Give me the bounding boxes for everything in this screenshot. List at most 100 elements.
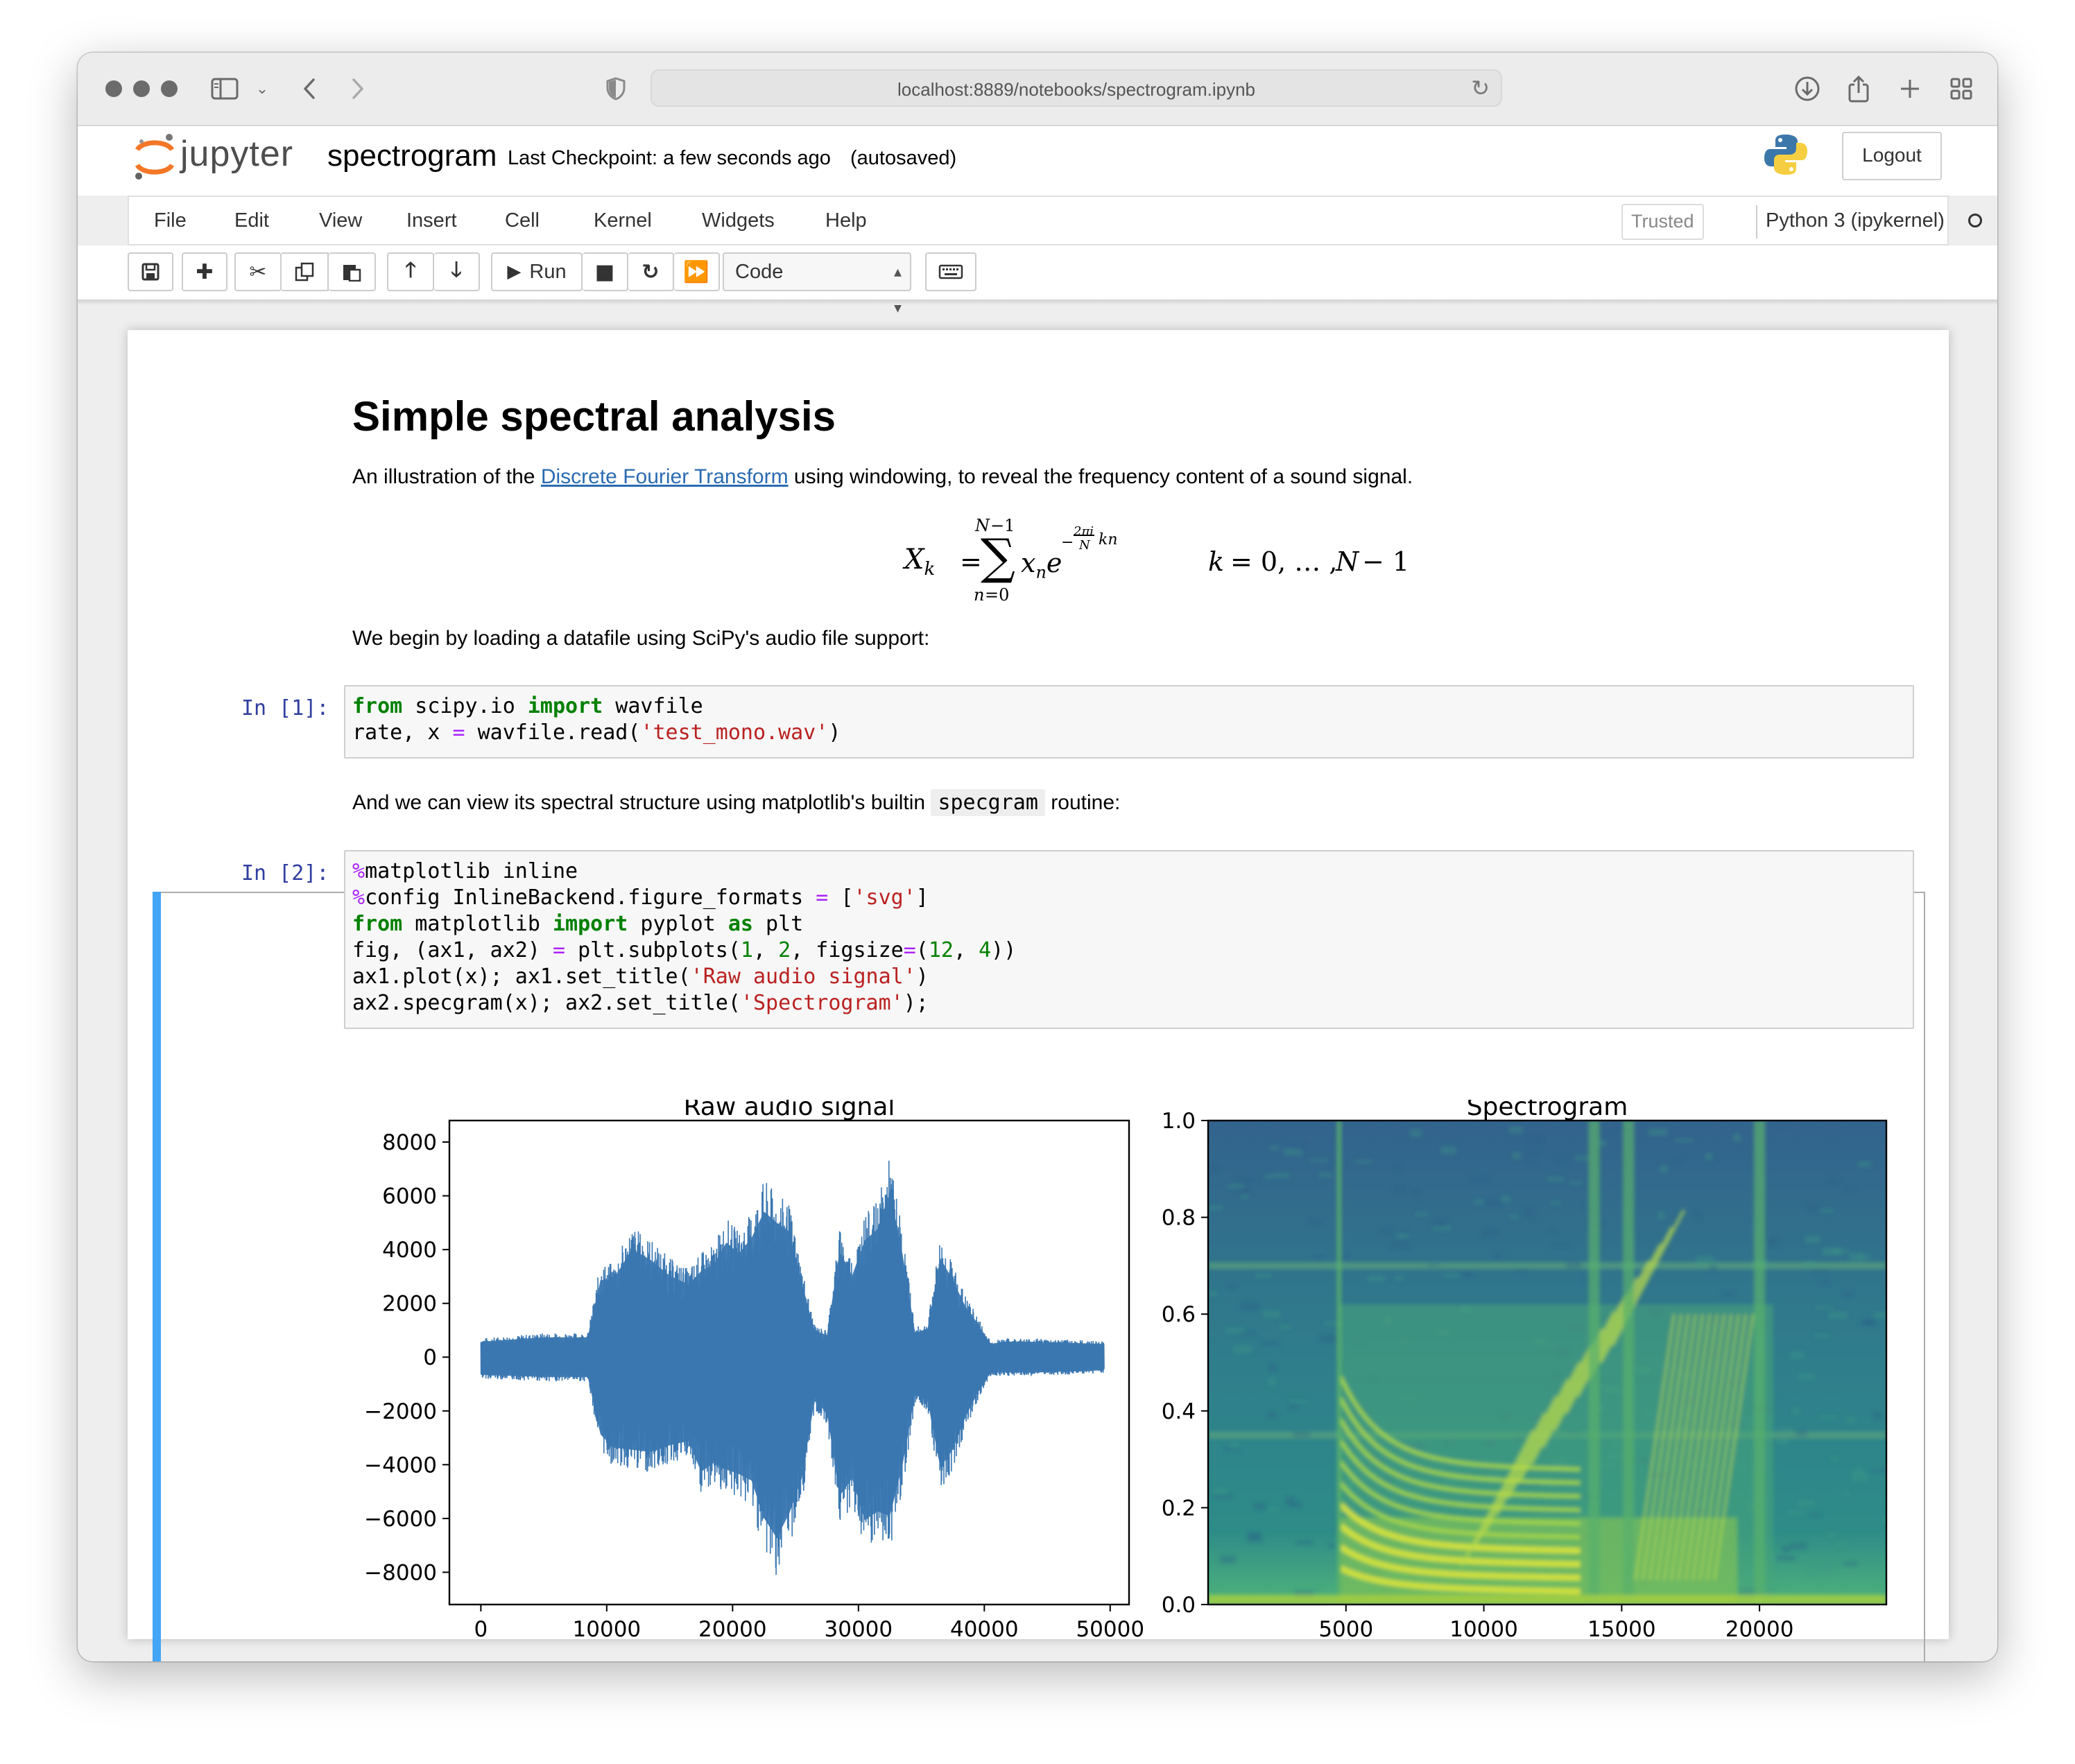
cell-type-select[interactable]: Code ▴ ▾	[723, 252, 911, 316]
spectrogram-noise	[1481, 1229, 1500, 1236]
y-tick-label: 0.2	[1162, 1496, 1196, 1521]
y-tick-label: 8000	[382, 1130, 437, 1155]
spectrogram-harmonic	[1338, 1418, 1581, 1498]
intro-text-after: using windowing, to reveal the frequency…	[788, 465, 1413, 488]
spectrogram-noise	[1289, 1502, 1302, 1508]
menu-widgets[interactable]: Widgets	[702, 209, 775, 232]
menu-help[interactable]: Help	[825, 209, 867, 232]
spectrogram-noise	[1673, 1157, 1683, 1164]
move-down-button[interactable]: 🡓	[434, 252, 480, 291]
menu-file[interactable]: File	[154, 209, 187, 232]
spectrogram-streak	[1641, 1313, 1683, 1581]
spectrogram-streak	[1634, 1313, 1676, 1581]
spectrogram-noise	[1565, 1261, 1582, 1269]
y-tick-label: −4000	[364, 1453, 437, 1478]
menu-view[interactable]: View	[319, 209, 363, 232]
paste-button[interactable]	[329, 252, 376, 291]
spectrogram-streak	[1655, 1313, 1697, 1581]
move-up-button[interactable]: 🡑	[387, 252, 434, 291]
spectrogram-noise	[1796, 1430, 1808, 1437]
plus-icon: ✚	[196, 259, 214, 284]
spectrogram-noise	[1778, 1123, 1788, 1126]
x-tick-label: 50000	[1076, 1617, 1144, 1641]
spectrogram-noise	[1410, 1129, 1422, 1138]
spectrogram-noise	[1241, 1195, 1249, 1199]
cut-button[interactable]: ✂	[234, 252, 282, 291]
spectrogram-noise	[1483, 1200, 1502, 1206]
spectrogram-noise	[1209, 1205, 1223, 1211]
new-tab-icon[interactable]	[1895, 71, 1925, 107]
spectrogram-harmonic	[1338, 1523, 1581, 1568]
trusted-badge[interactable]: Trusted	[1621, 204, 1704, 240]
spectrogram-transient	[1336, 1121, 1341, 1605]
copy-button[interactable]	[282, 252, 329, 291]
y-tick-label: −2000	[364, 1399, 437, 1424]
code-cell-2[interactable]: %matplotlib inline %config InlineBackend…	[344, 850, 1914, 1029]
spectrogram-noise	[1709, 1264, 1718, 1273]
jupyter-logo-text[interactable]: jupyter	[180, 134, 294, 174]
jupyter-logo-icon[interactable]	[133, 132, 176, 182]
y-tick-label: 0.0	[1162, 1593, 1196, 1618]
x-tick-label: 40000	[950, 1617, 1019, 1641]
menu-cell[interactable]: Cell	[505, 209, 540, 232]
kernel-name[interactable]: Python 3 (ipykernel)	[1766, 209, 1945, 232]
spectrogram-transient	[1754, 1121, 1766, 1605]
spectrogram-noise	[1550, 1201, 1561, 1205]
raw-audio-title: Raw audio signal	[684, 1100, 895, 1121]
sidebar-toggle-icon[interactable]	[209, 71, 240, 107]
dft-link[interactable]: Discrete Fourier Transform	[540, 465, 789, 488]
spectrogram-noise	[1237, 1177, 1257, 1184]
minimize-window-button[interactable]	[133, 80, 150, 97]
markdown-cell-heading[interactable]: Simple spectral analysis	[352, 392, 836, 440]
spectrogram-noise	[1863, 1317, 1876, 1326]
input-prompt-1: In [1]:	[241, 696, 329, 720]
close-window-button[interactable]	[105, 80, 122, 97]
forward-icon[interactable]	[345, 71, 370, 107]
spectrogram-noise	[1461, 1271, 1470, 1276]
spectrogram-noise	[1394, 1276, 1404, 1281]
notebook-name[interactable]: spectrogram	[327, 139, 497, 173]
spectrogram-noise	[1549, 1229, 1558, 1233]
code-cell-1[interactable]: from scipy.io import wavfile rate, x = w…	[344, 685, 1914, 759]
spectrogram-noise	[1394, 1186, 1406, 1193]
menu-edit[interactable]: Edit	[234, 209, 269, 232]
command-palette-button[interactable]	[925, 252, 976, 291]
spectrogram-streak	[1712, 1313, 1755, 1581]
logout-button[interactable]: Logout	[1842, 132, 1942, 180]
selected-cell-indicator	[153, 892, 161, 1661]
download-icon[interactable]	[1792, 71, 1823, 107]
play-icon: ▶	[507, 261, 522, 282]
menu-insert[interactable]: Insert	[406, 209, 457, 232]
spectrogram-noise	[1292, 1143, 1305, 1150]
raw-audio-plot-area	[480, 1160, 1105, 1575]
spectrogram-harmonic	[1338, 1544, 1581, 1581]
spectrogram-noise	[1790, 1351, 1804, 1359]
interrupt-button[interactable]: ■	[583, 252, 628, 291]
spectrogram-harmonic	[1338, 1396, 1581, 1485]
chevron-down-icon[interactable]: ⌄	[255, 80, 269, 98]
spectrogram-axes-frame	[1207, 1119, 1888, 1606]
restart-button[interactable]: ↻	[628, 252, 674, 291]
tab-overview-icon[interactable]	[1946, 71, 1977, 107]
notebook-toolbar: ✚ ✂ 🡑 🡓 ▶ Run ■ ↻ ⏩ Code	[78, 245, 1997, 316]
insert-cell-button[interactable]: ✚	[182, 252, 227, 291]
select-arrows-icon: ▴ ▾	[893, 263, 902, 316]
zoom-window-button[interactable]	[161, 80, 178, 97]
spectrogram-noise	[1883, 1587, 1886, 1596]
y-tick-label: 2000	[382, 1292, 437, 1317]
back-icon[interactable]	[297, 71, 322, 107]
run-label: Run	[529, 260, 567, 283]
spectrogram-formant	[1506, 1361, 1582, 1499]
menu-kernel[interactable]: Kernel	[594, 209, 652, 232]
spectrogram-formant	[1483, 1395, 1558, 1533]
run-button[interactable]: ▶ Run	[491, 252, 583, 291]
reload-icon[interactable]: ↻	[1471, 75, 1490, 101]
spectrogram-noise	[1219, 1555, 1236, 1564]
address-bar[interactable]: localhost:8889/notebooks/spectrogram.ipy…	[651, 69, 1502, 107]
spectrogram-noise	[1466, 1272, 1474, 1278]
shield-icon[interactable]	[603, 71, 628, 107]
restart-run-all-button[interactable]: ⏩	[674, 252, 720, 291]
share-icon[interactable]	[1843, 71, 1874, 107]
spectrogram-noise	[1240, 1302, 1259, 1311]
save-button[interactable]	[128, 252, 173, 291]
